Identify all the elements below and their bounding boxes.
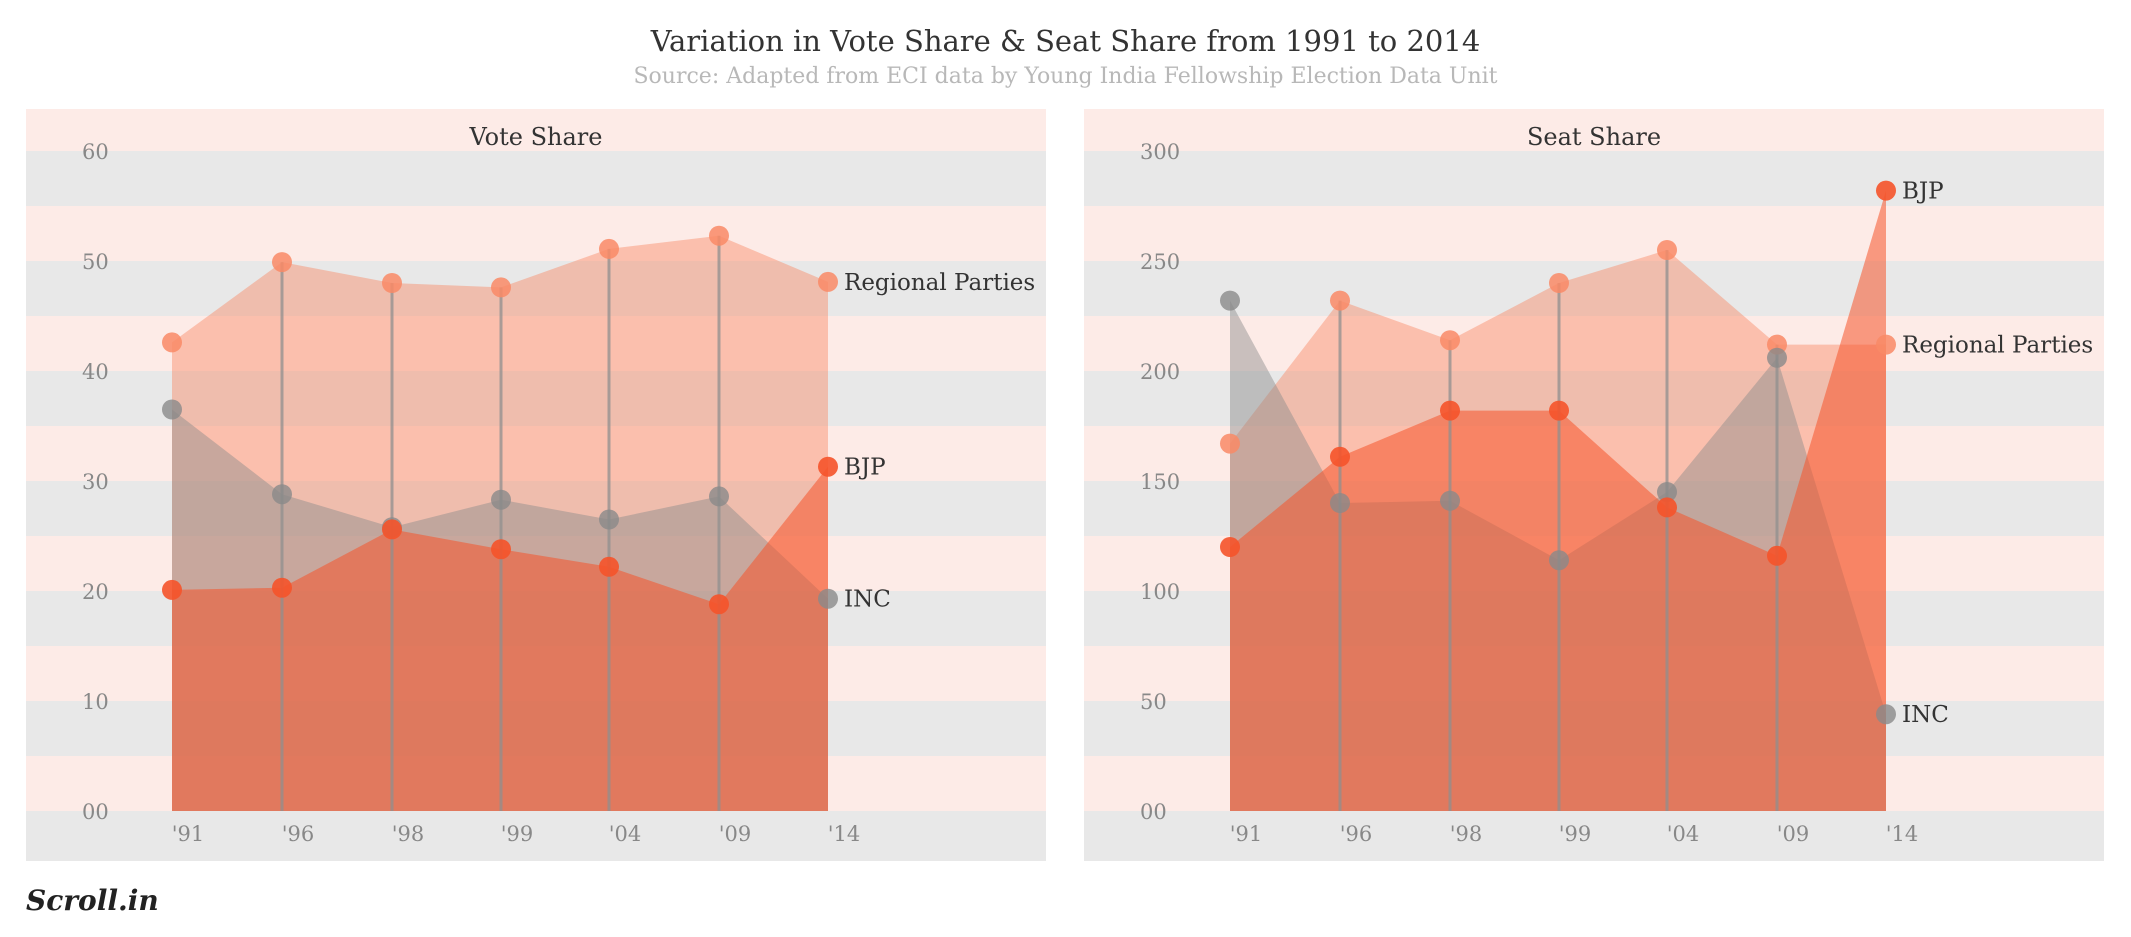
y-tick-label: 150: [1140, 470, 1180, 494]
band-top: [26, 109, 1046, 151]
band-top: [1084, 109, 2104, 151]
point-bjp: [709, 594, 729, 615]
legend-bjp: BJP: [844, 455, 886, 481]
point-regional-parties: [162, 332, 182, 353]
point-bjp: [491, 539, 511, 560]
x-tick-label: '09: [719, 822, 752, 846]
point-inc: [818, 588, 838, 609]
point-bjp: [272, 577, 292, 598]
point-bjp: [162, 579, 182, 600]
y-tick-label: 100: [1140, 580, 1180, 604]
point-inc: [709, 486, 729, 507]
grid-band: [26, 481, 1046, 537]
point-inc: [1220, 290, 1240, 311]
point-inc: [1876, 704, 1896, 725]
grid-band: [26, 206, 1046, 262]
point-bjp: [1220, 537, 1240, 557]
point-regional-parties: [1330, 290, 1350, 311]
grid-band: [1084, 151, 2104, 207]
x-tick-label: '99: [501, 822, 534, 846]
panel-title: Seat Share: [1527, 123, 1661, 151]
point-bjp: [1330, 446, 1350, 467]
grid-band: [1084, 206, 2104, 262]
legend-regional-parties: Regional Parties: [844, 270, 1035, 296]
y-tick-label: 20: [82, 580, 109, 604]
x-tick-label: '96: [1340, 822, 1373, 846]
y-tick-label: 300: [1140, 140, 1180, 164]
seat-share-chart: Seat Share 00 50 100 150 200 250 300 '91 '96 '98 '9…: [1084, 109, 2104, 861]
point-inc: [272, 484, 292, 505]
y-tick-label: 50: [82, 250, 109, 274]
point-inc: [1330, 493, 1350, 513]
point-inc: [162, 399, 182, 420]
point-inc: [599, 509, 619, 530]
grid-band: [1084, 371, 2104, 427]
x-tick-label: '14: [828, 822, 861, 846]
grid-band: [26, 316, 1046, 372]
x-tick-label: '99: [1559, 822, 1592, 846]
point-regional-parties: [1876, 334, 1896, 355]
point-inc: [1440, 490, 1460, 511]
point-bjp: [1657, 497, 1677, 518]
band-bottom: [1084, 811, 2104, 861]
point-regional-parties: [709, 225, 729, 246]
y-tick-label: 60: [82, 140, 109, 164]
x-tick-label: '14: [1886, 822, 1919, 846]
grid-band: [1084, 316, 2104, 372]
point-regional-parties: [1440, 330, 1460, 351]
panel-title: Vote Share: [469, 123, 603, 151]
x-tick-label: '98: [1450, 822, 1483, 846]
chart-subtitle: Source: Adapted from ECI data by Young I…: [633, 64, 1498, 89]
point-regional-parties: [382, 273, 402, 293]
legend-regional-parties: Regional Parties: [1902, 333, 2093, 359]
x-tick-label: '96: [282, 822, 315, 846]
point-regional-parties: [818, 271, 838, 292]
y-tick-label: 200: [1140, 360, 1180, 384]
x-tick-label: '04: [1667, 822, 1700, 846]
point-bjp: [599, 556, 619, 577]
point-bjp: [1876, 180, 1896, 201]
y-tick-label: 00: [1140, 800, 1167, 824]
y-tick-label: 10: [82, 690, 109, 714]
point-regional-parties: [1220, 433, 1240, 454]
point-bjp: [1767, 545, 1787, 566]
point-bjp: [818, 456, 838, 477]
point-bjp: [382, 519, 402, 540]
grid-band: [26, 371, 1046, 427]
point-regional-parties: [272, 252, 292, 273]
legend-inc: INC: [844, 587, 891, 613]
legend-bjp: BJP: [1902, 179, 1944, 205]
x-tick-label: '91: [1230, 822, 1263, 846]
legend-inc: INC: [1902, 702, 1949, 728]
point-regional-parties: [1549, 273, 1569, 293]
grid-band: [26, 261, 1046, 317]
y-tick-label: 250: [1140, 250, 1180, 274]
band-bottom: [26, 811, 1046, 861]
point-inc: [1549, 550, 1569, 571]
x-tick-label: '04: [609, 822, 642, 846]
point-regional-parties: [1657, 240, 1677, 260]
point-bjp: [1549, 400, 1569, 421]
point-bjp: [1440, 400, 1460, 421]
y-tick-label: 00: [82, 800, 109, 824]
point-regional-parties: [599, 238, 619, 259]
y-tick-label: 40: [82, 360, 109, 384]
point-regional-parties: [491, 277, 511, 298]
chart-title: Variation in Vote Share & Seat Share fro…: [650, 24, 1481, 58]
y-tick-label: 50: [1140, 690, 1167, 714]
grid-band: [1084, 261, 2104, 317]
x-tick-label: '91: [172, 822, 205, 846]
vote-share-chart: Vote Share 00 10 20 30 40 50 60 '91 '96 '98 '99 '04 '…: [26, 109, 1046, 861]
point-inc: [491, 489, 511, 510]
scroll-logo: Scroll.in: [26, 884, 159, 917]
vote-share-panel: Vote Share 00 10 20 30 40 50 60 '91 '96 '98 '99 '04 '…: [26, 109, 1046, 861]
y-tick-label: 30: [82, 470, 109, 494]
grid-band: [26, 426, 1046, 482]
x-tick-label: '09: [1777, 822, 1810, 846]
seat-share-panel: Seat Share 00 50 100 150 200 250 300 '91 '96 '98 '9…: [1084, 109, 2104, 861]
x-tick-label: '98: [392, 822, 425, 846]
grid-band: [26, 151, 1046, 207]
point-inc: [1767, 347, 1787, 368]
point-inc: [1657, 482, 1677, 502]
